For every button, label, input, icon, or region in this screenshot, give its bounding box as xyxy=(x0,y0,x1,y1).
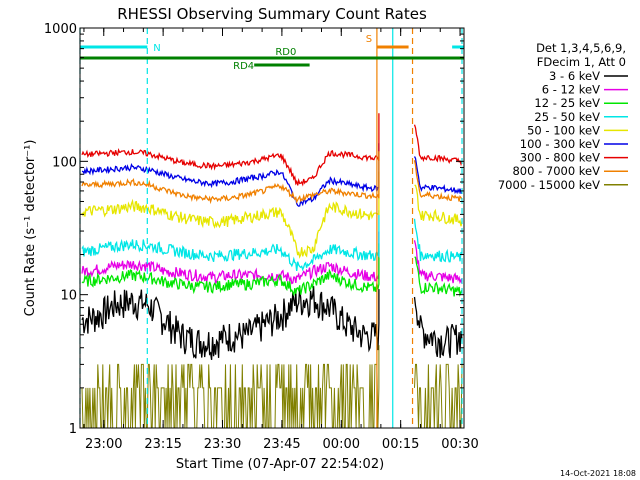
plot-frame xyxy=(79,27,465,429)
x-tick-label: 00:15 xyxy=(382,437,419,452)
legend-label-6-12-kev: 6 - 12 keV xyxy=(542,83,600,97)
series-line-800-7000-kev xyxy=(81,151,463,205)
legend-header-line-1: Det 1,3,4,5,6,9, xyxy=(536,41,626,55)
legend-header-line-2: FDecim 1, Att 0 xyxy=(537,55,626,69)
x-axis: 23:00 23:15 23:30 23:45 00:00 00:15 00:30 xyxy=(83,28,479,452)
series-line-3-6-kev xyxy=(81,286,463,360)
y-axis: 1 10 100 1000 xyxy=(44,22,464,437)
plot-area: N S RD0 RD4 xyxy=(79,28,464,429)
flag-label-rd4: RD4 xyxy=(233,61,254,72)
footer-date: 14-Oct-2021 18:08 xyxy=(560,469,636,478)
x-tick-label: 00:30 xyxy=(441,437,478,452)
legend-label-800-7000-kev: 800 - 7000 keV xyxy=(512,164,600,178)
flag-label-s: S xyxy=(366,34,372,45)
x-axis-label: Start Time (07-Apr-07 22:54:02) xyxy=(176,457,384,472)
y-axis-label: Count Rate (s⁻¹ detector⁻¹) xyxy=(23,140,38,317)
flag-label-rd0: RD0 xyxy=(275,47,296,58)
legend-label-12-25-kev: 12 - 25 keV xyxy=(534,96,600,110)
y-tick-label: 100 xyxy=(52,155,77,170)
y-tick-label: 1000 xyxy=(44,22,77,37)
series-line-25-50-kev xyxy=(81,210,463,272)
x-tick-label: 23:45 xyxy=(263,437,300,452)
legend-label-50-100-kev: 50 - 100 keV xyxy=(527,123,600,137)
x-tick-label: 23:30 xyxy=(204,437,241,452)
flag-label-n: N xyxy=(153,43,160,54)
legend: Det 1,3,4,5,6,9, FDecim 1, Att 0 3 - 6 k… xyxy=(498,41,628,192)
legend-label-100-300-kev: 100 - 300 keV xyxy=(520,137,600,151)
series-line-12-25-kev xyxy=(81,243,463,297)
series-line-100-300-kev xyxy=(81,143,463,207)
x-tick-label: 23:00 xyxy=(85,437,122,452)
x-tick-label: 00:00 xyxy=(323,437,360,452)
legend-label-25-50-kev: 25 - 50 keV xyxy=(534,110,600,124)
series-line-7000-15000-kev xyxy=(81,345,463,429)
series-line-300-800-kev xyxy=(81,113,463,187)
legend-label-300-800-kev: 300 - 800 keV xyxy=(520,151,600,165)
y-tick-label: 1 xyxy=(69,422,77,437)
series-line-6-12-kev xyxy=(81,231,463,285)
y-tick-label: 10 xyxy=(60,289,77,304)
x-tick-label: 23:15 xyxy=(144,437,181,452)
series-line-50-100-kev xyxy=(81,171,463,259)
legend-label-3-6-kev: 3 - 6 keV xyxy=(549,69,600,83)
chart-title: RHESSI Observing Summary Count Rates xyxy=(117,5,427,23)
legend-label-7000-15000-kev: 7000 - 15000 keV xyxy=(498,178,600,192)
